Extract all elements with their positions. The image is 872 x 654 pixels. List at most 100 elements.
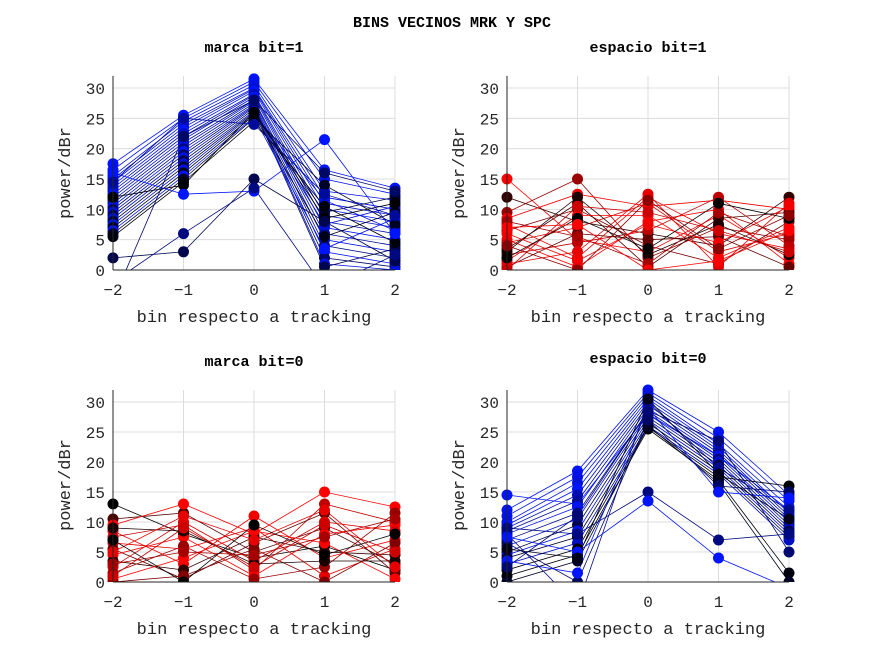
data-point-s17-x2	[389, 546, 401, 558]
series-line-19	[507, 224, 789, 270]
y-tick-label: 20	[86, 455, 105, 473]
data-point-s21-x1	[713, 552, 724, 564]
y-tick-label: 5	[489, 233, 499, 251]
y-tick-label: 25	[480, 425, 499, 443]
x-tick-label: 2	[390, 594, 400, 612]
data-point-s13-x-1	[572, 191, 583, 203]
data-point-s17-x0	[642, 414, 654, 426]
y-tick-label: 15	[86, 485, 105, 503]
data-point-s2-x-1	[572, 173, 583, 185]
data-point-s18-x-1	[572, 567, 583, 579]
data-point-s16-x0	[642, 243, 654, 255]
x-axis-label: bin respecto a tracking	[531, 309, 766, 328]
data-point-s14-x0	[642, 219, 654, 230]
data-point-s21-x0	[642, 495, 654, 507]
data-point-s21-x2	[389, 219, 401, 230]
data-point-s19-x2	[783, 504, 795, 516]
x-tick-label: 0	[643, 282, 653, 300]
data-point-s24-x1	[319, 134, 330, 146]
data-point-s23-x1	[713, 468, 724, 480]
data-point-s23-x2	[389, 197, 401, 209]
data-point-s27-x0	[248, 118, 260, 130]
y-tick-label: 25	[480, 111, 499, 129]
data-point-s12-x2	[389, 537, 401, 549]
data-point-s17-x2	[783, 246, 795, 258]
data-point-s19-x1	[319, 231, 330, 243]
data-point-s11-x2	[389, 573, 401, 582]
data-point-s16-x1	[713, 197, 724, 209]
data-point-s17-x-1	[572, 200, 583, 212]
data-point-s27-x-1	[178, 112, 189, 124]
data-point-s25-x-1	[178, 246, 189, 258]
y-tick-label: 15	[480, 172, 499, 190]
data-point-s16-x2	[783, 576, 795, 582]
data-point-s14-x2	[389, 264, 401, 270]
subplot-title: marca bit=0	[204, 354, 303, 371]
data-point-s15-x2	[783, 567, 795, 579]
data-point-s23-x2	[783, 513, 795, 525]
series-markers	[107, 73, 401, 270]
data-point-s18-x2	[783, 209, 795, 221]
data-point-s14-x-1	[178, 510, 189, 522]
y-tick-label: 20	[480, 455, 499, 473]
y-tick-label: 15	[86, 172, 105, 190]
data-point-s26-x2	[389, 249, 401, 261]
data-point-s15-x1	[713, 206, 724, 218]
data-point-s17-x-1	[178, 522, 189, 534]
data-point-s28-x-1	[178, 131, 189, 142]
y-tick-label: 5	[95, 545, 105, 563]
x-tick-label: −2	[103, 282, 122, 300]
x-tick-label: 0	[643, 594, 653, 612]
data-point-s25-x0	[248, 173, 260, 185]
data-point-s22-x2	[783, 546, 795, 558]
data-point-s17-x-1	[572, 576, 583, 582]
data-point-s2-x-1	[178, 498, 189, 510]
x-axis-label: bin respecto a tracking	[137, 621, 372, 640]
data-point-s3-x0	[248, 510, 260, 522]
data-point-s20-x2	[783, 528, 795, 540]
x-tick-label: 2	[390, 282, 400, 300]
subplot-marca-bit-0: marca bit=0 bin respecto a tracking powe…	[57, 354, 401, 640]
y-tick-label: 30	[86, 81, 105, 99]
data-point-s20-x-1	[572, 528, 583, 540]
y-tick-label: 20	[480, 142, 499, 160]
x-tick-label: −1	[568, 594, 587, 612]
data-point-s28-x1	[319, 167, 330, 179]
y-tick-label: 10	[86, 202, 105, 220]
data-point-s22-x0	[642, 405, 654, 417]
data-point-s15-x-1	[572, 231, 583, 243]
data-point-s17-x0	[248, 561, 260, 573]
data-point-s16-x0	[248, 519, 260, 531]
subplot-title: espacio bit=1	[589, 40, 706, 57]
y-axis-label: power/dBr	[57, 127, 76, 219]
data-point-s16-x2	[389, 528, 401, 540]
subplot-title: marca bit=1	[204, 40, 303, 57]
subplot-marca-bit-1: marca bit=1 bin respecto a tracking powe…	[57, 40, 401, 328]
data-point-s14-x-1	[572, 255, 583, 267]
data-point-s14-x2	[389, 561, 401, 573]
data-point-s2-x1	[319, 486, 330, 498]
series-lines	[113, 491, 395, 582]
data-point-s15-x1	[319, 261, 330, 270]
y-tick-label: 25	[86, 111, 105, 129]
data-point-s23-x-1	[572, 552, 583, 564]
data-point-s22-x1	[319, 200, 330, 212]
data-point-s18-x2	[783, 492, 795, 504]
data-point-s24-x2	[389, 228, 401, 240]
subplot-espacio-bit-1: espacio bit=1 bin respecto a tracking po…	[451, 40, 795, 328]
y-tick-label: 0	[95, 263, 105, 281]
data-point-s17-x1	[319, 519, 330, 531]
data-point-s23-x-1	[178, 179, 189, 191]
y-tick-label: 25	[86, 425, 105, 443]
y-tick-label: 10	[480, 202, 499, 220]
subplot-title: espacio bit=0	[589, 351, 706, 368]
data-point-s15-x2	[389, 513, 401, 525]
data-point-s24-x-1	[178, 188, 189, 200]
x-tick-label: −2	[497, 282, 516, 300]
data-point-s17-x1	[713, 225, 724, 237]
x-axis-label: bin respecto a tracking	[137, 309, 372, 328]
x-tick-label: 1	[320, 594, 330, 612]
data-point-s28-x0	[248, 94, 260, 106]
y-tick-label: 10	[480, 515, 499, 533]
